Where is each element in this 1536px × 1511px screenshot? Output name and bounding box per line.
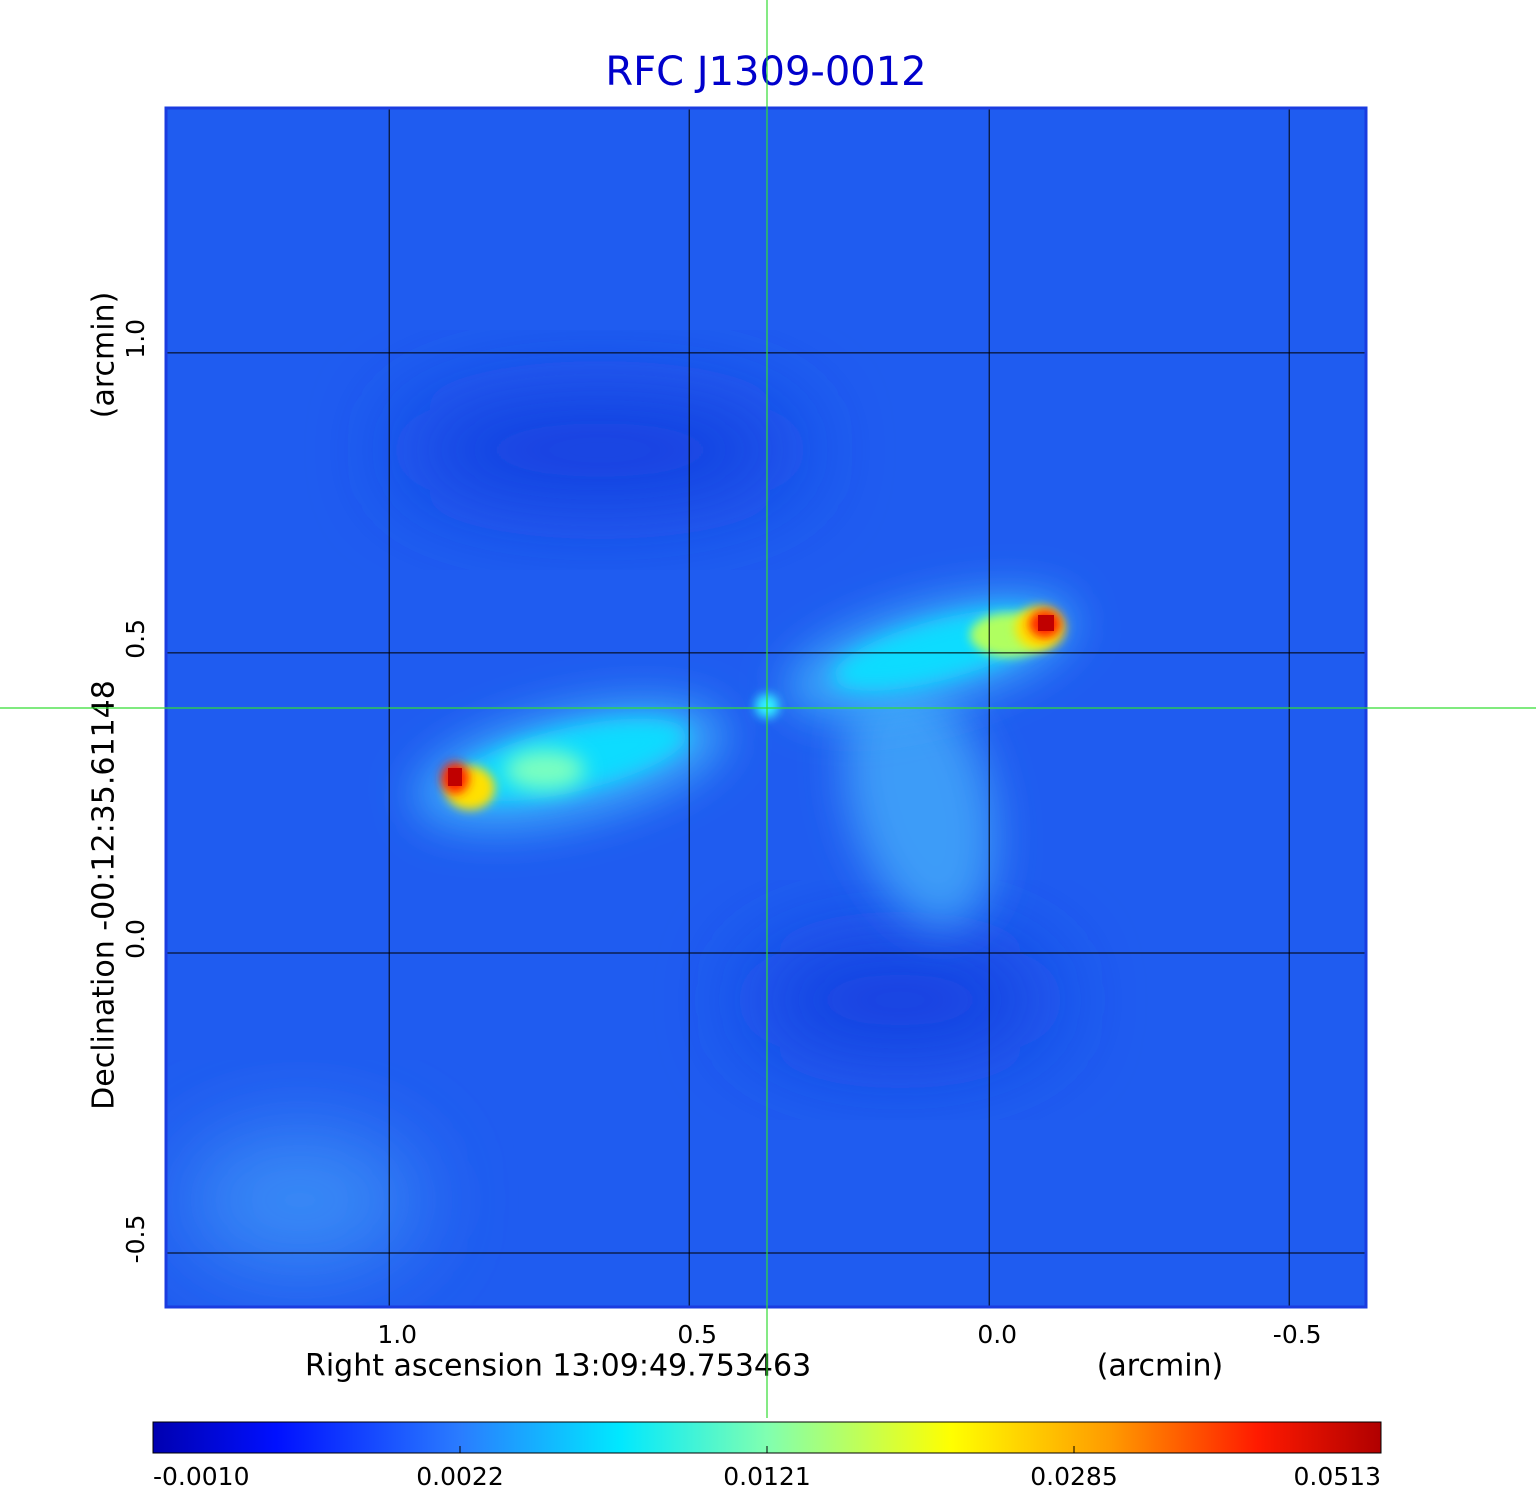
colorbar-tick-label: 0.0285 xyxy=(1030,1462,1117,1491)
x-tick-label: 0.0 xyxy=(977,1320,1017,1349)
x-tick-label: 0.5 xyxy=(677,1320,717,1349)
grid xyxy=(166,108,1366,1307)
colorbar-tick-label: 0.0121 xyxy=(723,1462,810,1491)
y-tick-label: 0.0 xyxy=(121,919,150,959)
colorbar-tick-label: -0.0010 xyxy=(153,1462,250,1491)
y-tick-label: -0.5 xyxy=(121,1215,150,1264)
y-axis-unit: (arcmin) xyxy=(87,292,122,419)
x-axis-unit: (arcmin) xyxy=(1097,1349,1224,1384)
colorbar-tick-label: 0.0022 xyxy=(416,1462,503,1491)
x-axis-label: Right ascension 13:09:49.753463 xyxy=(305,1349,811,1384)
y-tick-label: 0.5 xyxy=(121,619,150,659)
x-tick-label: -0.5 xyxy=(1273,1320,1322,1349)
y-axis-label: Declination -00:12:35.61148 xyxy=(87,680,122,1110)
colorbar-tick-label: 0.0513 xyxy=(1294,1462,1381,1491)
y-tick-label: 1.0 xyxy=(121,319,150,359)
chart-title: RFC J1309-0012 xyxy=(605,49,926,95)
x-tick-label: 1.0 xyxy=(377,1320,417,1349)
